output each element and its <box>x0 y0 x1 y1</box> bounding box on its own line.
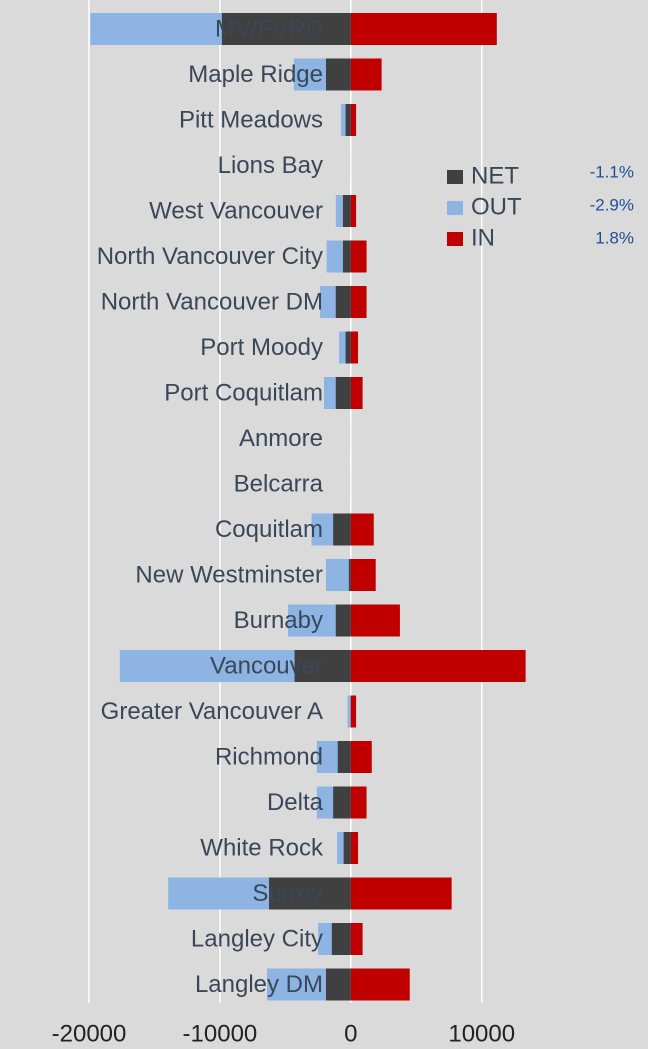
category-label: Lions Bay <box>218 152 323 179</box>
category-label: Port Moody <box>200 334 323 361</box>
annotation: 1.8% <box>595 228 634 247</box>
x-tick-label: -10000 <box>183 1020 258 1047</box>
bar <box>350 968 410 1001</box>
category-label: Coquitlam <box>215 516 323 543</box>
category-label: Burnaby <box>234 607 323 634</box>
bar <box>350 604 400 637</box>
annotation: -1.1% <box>590 162 634 181</box>
category-label: Pitt Meadows <box>179 106 323 133</box>
category-label: Langley DM <box>195 971 323 998</box>
bar <box>350 650 526 682</box>
bar <box>350 331 359 364</box>
legend-label: NET <box>471 162 519 189</box>
x-tick-label: -20000 <box>52 1020 127 1047</box>
bar <box>350 58 382 91</box>
bar <box>325 968 351 1001</box>
bar <box>221 13 351 45</box>
category-label: Belcarra <box>234 470 324 497</box>
bar <box>339 331 351 364</box>
bar <box>350 513 374 546</box>
bar <box>335 286 351 318</box>
bar <box>325 58 351 91</box>
category-label: Langley City <box>191 925 323 952</box>
bar <box>345 331 351 364</box>
bar <box>325 559 351 591</box>
bar <box>350 741 372 773</box>
category-label: New Westminster <box>135 561 323 588</box>
bar <box>337 741 351 773</box>
category-label: White Rock <box>200 834 324 861</box>
bar <box>350 13 497 45</box>
bar <box>342 240 351 273</box>
category-label: Maple Ridge <box>188 61 323 88</box>
legend-swatch <box>447 232 463 246</box>
category-label: MV/FVRD <box>215 15 323 42</box>
bar <box>350 286 367 318</box>
category-label: North Vancouver DM <box>101 288 323 315</box>
bar <box>335 377 351 409</box>
legend-swatch <box>447 170 463 184</box>
category-label: Richmond <box>215 743 323 770</box>
bar <box>350 877 452 910</box>
category-label: Port Coquitlam <box>164 379 323 406</box>
x-tick-label: 0 <box>344 1020 357 1047</box>
legend-label: OUT <box>471 193 522 220</box>
bar <box>342 195 351 227</box>
bar <box>294 650 351 682</box>
bar <box>335 604 351 637</box>
legend-label: IN <box>471 224 495 251</box>
bar <box>350 240 367 273</box>
bar <box>350 832 359 864</box>
x-tick-label: 10000 <box>448 1020 515 1047</box>
category-label: Greater Vancouver A <box>101 698 323 725</box>
bar <box>350 786 367 819</box>
bar <box>333 513 351 546</box>
category-label: Anmore <box>239 425 323 452</box>
bar <box>350 923 363 955</box>
bar <box>333 786 351 819</box>
category-label: Delta <box>267 789 324 816</box>
bar <box>343 832 351 864</box>
annotation: -2.9% <box>590 195 634 214</box>
bar <box>350 195 357 227</box>
bar <box>347 695 351 728</box>
category-label: Surrey <box>252 880 323 907</box>
category-label: West Vancouver <box>149 197 323 224</box>
bar <box>345 104 351 136</box>
bar <box>350 695 357 728</box>
bar <box>350 377 363 409</box>
bar <box>350 559 376 591</box>
bar <box>350 104 357 136</box>
bar <box>348 559 351 591</box>
bar <box>331 923 351 955</box>
legend-swatch <box>447 201 463 215</box>
bar <box>269 877 351 910</box>
category-label: North Vancouver City <box>97 243 323 270</box>
category-label: Vancouver <box>210 652 323 679</box>
